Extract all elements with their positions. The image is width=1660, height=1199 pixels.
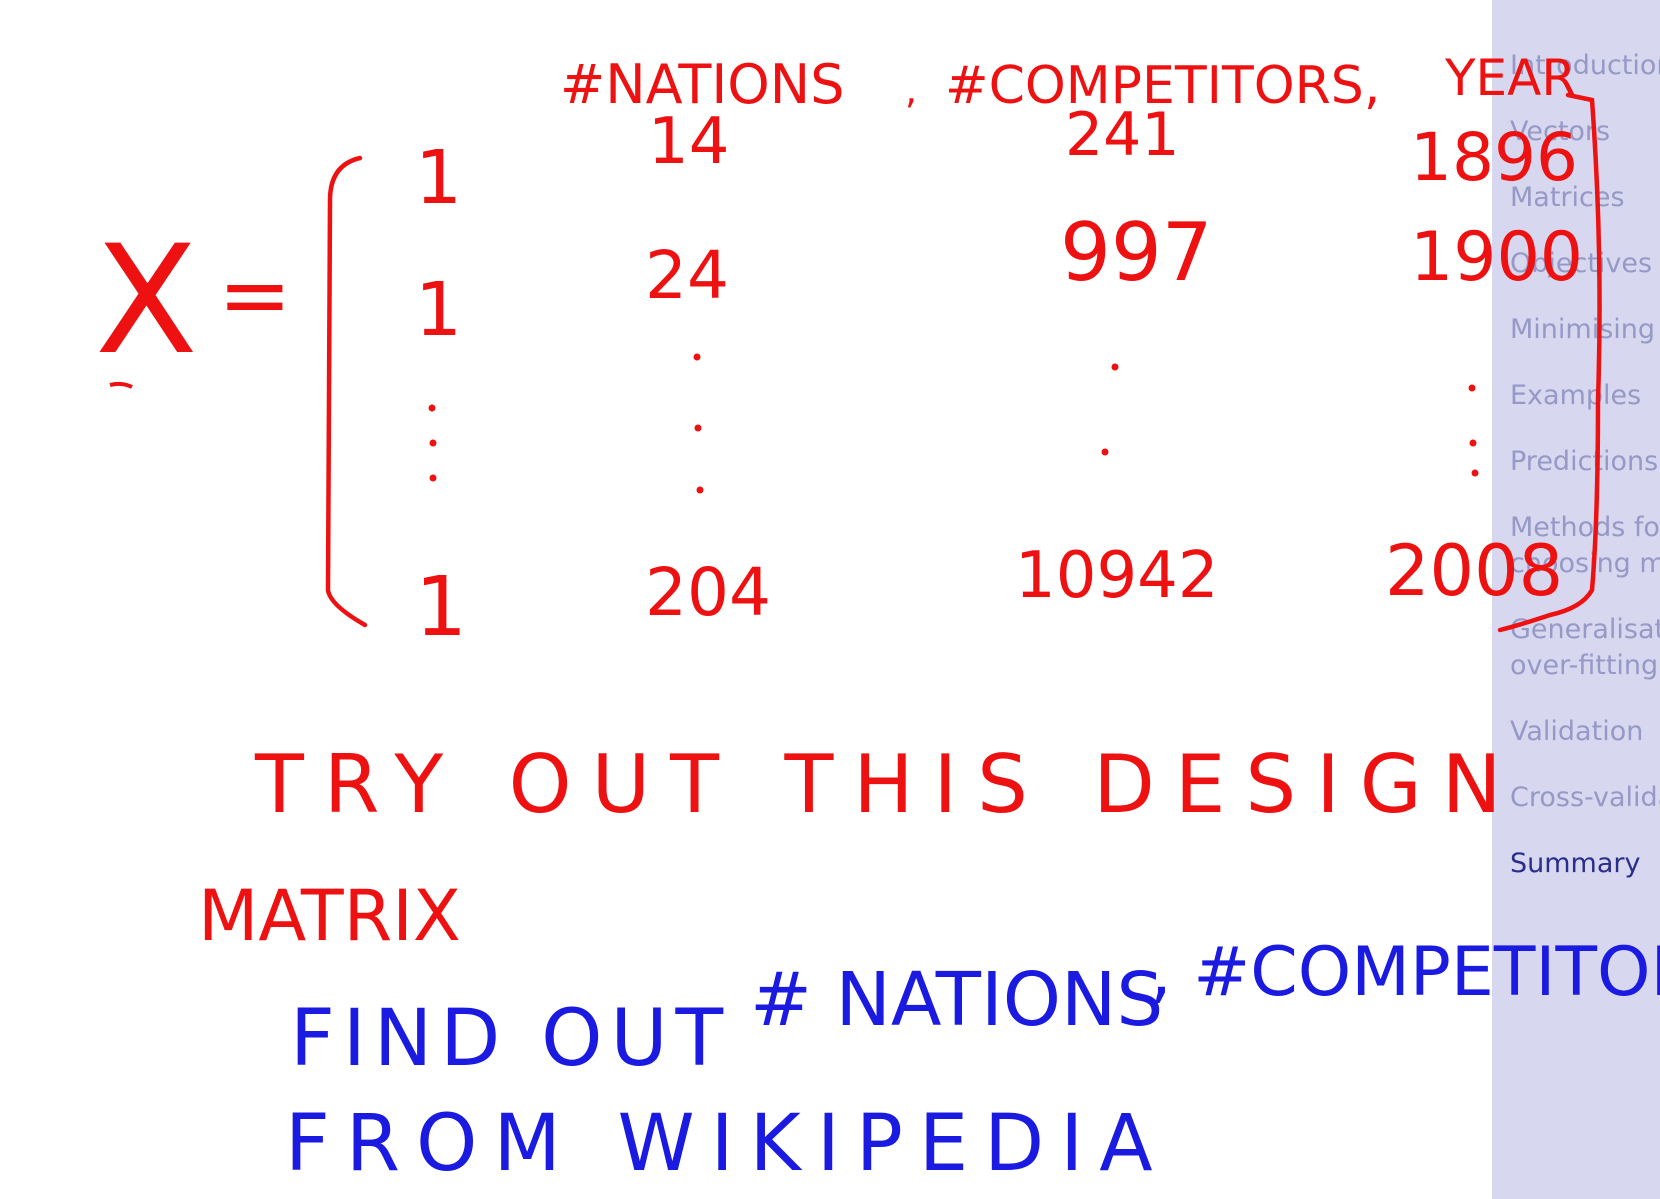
left-matrix-bracket [325, 155, 368, 628]
last-row-year: 2008 [1385, 530, 1563, 612]
nav-item-generalisation-line2[interactable]: over-fitting [1510, 650, 1659, 681]
nav-item-matrices[interactable]: Matrices [1510, 182, 1625, 213]
header-competitors: #COMPETITORS, [945, 56, 1380, 116]
equals-sign: = [218, 243, 292, 346]
header-year: YEAR [1444, 49, 1576, 107]
row2-competitors: 997 [1060, 206, 1213, 299]
last-row-bias: 1 [415, 560, 467, 655]
row1-competitors: 241 [1065, 100, 1180, 170]
header-nations: #NATIONS [560, 53, 844, 116]
right-matrix-bracket [1497, 92, 1602, 633]
note-matrix: MATRIX [198, 875, 461, 957]
last-row-nations: 204 [645, 554, 771, 631]
row2-year: 1900 [1410, 218, 1583, 297]
matrix-symbol-x: X [95, 214, 198, 388]
note-from-wikipedia: FROM WIKIPEDIA [285, 1099, 1169, 1189]
navigation-sidebar: Introduction Vectors Matrices Objectives… [1492, 0, 1660, 1199]
note-find-out: FIND OUT [290, 994, 731, 1084]
note-competitors-blue: , #COMPETITORS [1150, 933, 1660, 1012]
nav-item-cross-validation[interactable]: Cross-validation [1510, 782, 1660, 813]
row1-year: 1896 [1410, 119, 1578, 196]
nav-item-examples[interactable]: Examples [1510, 380, 1642, 411]
row1-bias: 1 [415, 135, 462, 221]
row2-nations: 24 [645, 237, 729, 314]
nav-item-validation[interactable]: Validation [1510, 716, 1644, 747]
note-nations-blue: # NATIONS [750, 957, 1163, 1043]
nav-item-methods-line2[interactable]: choosing m [1510, 548, 1660, 579]
row2-bias: 1 [415, 267, 462, 353]
header-comma: , [905, 68, 917, 112]
nav-item-methods-line1[interactable]: Methods for [1510, 512, 1660, 543]
ellipsis-dots [428, 353, 1479, 494]
note-try-out-design: TRY OUT THIS DESIGN [254, 738, 1522, 831]
nav-item-summary[interactable]: Summary [1510, 848, 1641, 879]
nav-item-objectives[interactable]: Objectives [1510, 248, 1653, 279]
nav-item-introduction[interactable]: Introduction [1510, 50, 1660, 81]
last-row-competitors: 10942 [1015, 539, 1219, 613]
x-underline-mark [109, 381, 133, 389]
row1-nations: 14 [648, 105, 729, 179]
nav-item-minimising[interactable]: Minimising [1510, 314, 1656, 345]
nav-item-predictions[interactable]: Predictions [1510, 446, 1659, 477]
